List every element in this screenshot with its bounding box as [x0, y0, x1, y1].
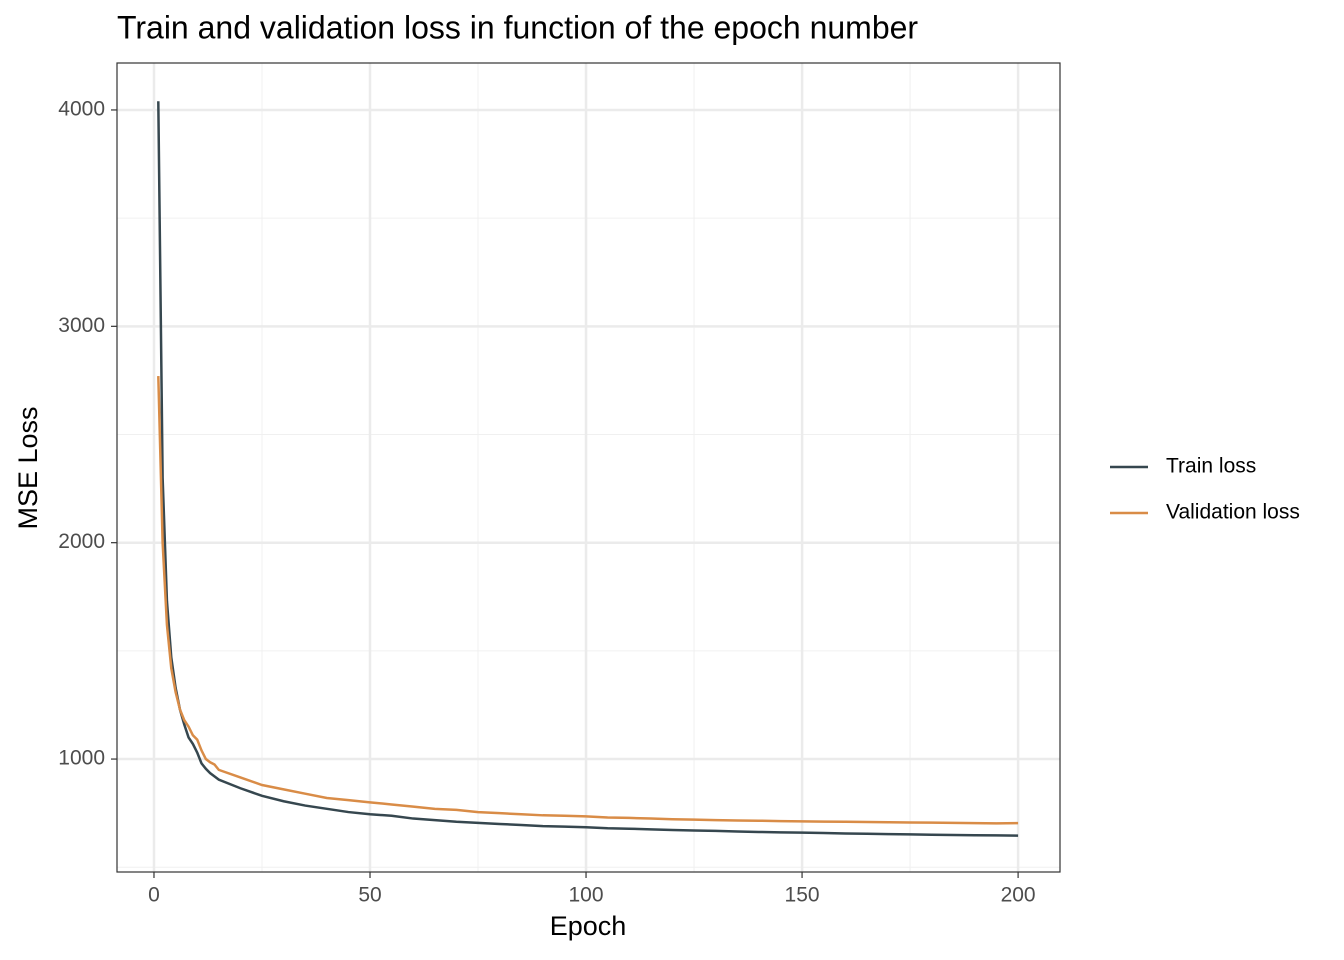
plot-border — [116, 62, 1061, 873]
y-tick-label: 1000 — [58, 747, 105, 770]
chart-title: Train and validation loss in function of… — [117, 9, 918, 45]
y-tick-label: 2000 — [58, 530, 105, 553]
x-tick-label: 200 — [1001, 884, 1036, 907]
legend-label: Validation loss — [1166, 501, 1300, 524]
line-series — [157, 376, 1019, 825]
line-series — [157, 101, 1019, 837]
x-tick-label: 150 — [785, 884, 820, 907]
x-axis-title: Epoch — [550, 911, 627, 941]
x-tick-label: 50 — [358, 884, 381, 907]
x-tick-label: 100 — [569, 884, 604, 907]
y-tick-label: 3000 — [58, 314, 105, 337]
y-axis-title: MSE Loss — [13, 406, 43, 529]
y-tick-label: 4000 — [58, 97, 105, 120]
x-tick-label: 0 — [148, 884, 160, 907]
legend-label: Train loss — [1166, 455, 1256, 478]
